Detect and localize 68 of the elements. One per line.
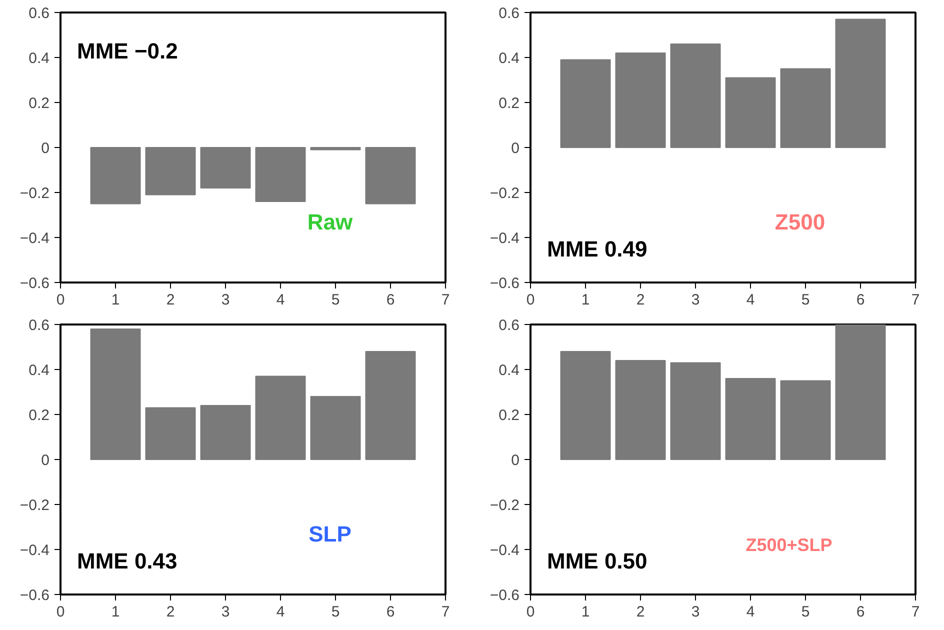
y-tick-label: 0 (41, 140, 50, 157)
y-tick-label: −0.6 (20, 587, 50, 604)
x-tick-label: 5 (801, 604, 810, 620)
y-tick-label: 0.2 (498, 407, 520, 424)
x-tick-label: 5 (801, 292, 810, 308)
annotation: MME −0.2 (77, 38, 178, 64)
x-tick-label: 7 (911, 604, 920, 620)
x-tick-label: 0 (526, 604, 535, 620)
y-tick-label: 0.6 (498, 5, 520, 22)
x-tick-label: 5 (331, 292, 340, 308)
y-tick-label: 0 (41, 452, 50, 469)
y-tick-label: 0.4 (498, 362, 520, 379)
x-tick-label: 2 (636, 604, 645, 620)
x-tick-label: 0 (56, 604, 65, 620)
x-tick-label: 2 (166, 604, 175, 620)
y-tick-label: −0.2 (490, 185, 520, 202)
y-tick-label: 0.6 (498, 317, 520, 334)
y-tick-label: −0.2 (490, 497, 520, 514)
annotation: Z500+SLP (746, 535, 832, 555)
x-tick-label: 6 (856, 292, 865, 308)
x-tick-label: 5 (331, 604, 340, 620)
x-tick-label: 7 (911, 292, 920, 308)
annotation: MME 0.43 (77, 548, 178, 574)
x-tick-label: 0 (526, 292, 535, 308)
y-tick-label: 0.2 (28, 407, 50, 424)
annotation: Z500 (774, 209, 826, 234)
y-tick-label: 0.4 (28, 50, 50, 67)
y-tick-label: 0 (511, 140, 520, 157)
annotation: Raw (307, 209, 354, 234)
annotation: MME 0.49 (547, 236, 648, 262)
y-tick-label: −0.2 (20, 497, 50, 514)
y-tick-label: 0.2 (498, 95, 520, 112)
x-tick-label: 6 (856, 604, 865, 620)
y-tick-label: 0.4 (498, 50, 520, 67)
annotation: MME 0.50 (547, 548, 648, 574)
y-tick-label: −0.4 (490, 542, 520, 559)
annotation: SLP (308, 521, 352, 546)
x-tick-label: 3 (691, 292, 700, 308)
x-tick-label: 1 (581, 292, 590, 308)
y-tick-label: 0.4 (28, 362, 50, 379)
y-tick-label: −0.6 (490, 275, 520, 292)
x-tick-label: 3 (691, 604, 700, 620)
x-tick-label: 1 (111, 604, 120, 620)
x-tick-label: 2 (636, 292, 645, 308)
x-tick-label: 7 (441, 604, 450, 620)
x-tick-label: 0 (56, 292, 65, 308)
y-tick-label: 0 (511, 452, 520, 469)
x-tick-label: 3 (221, 604, 230, 620)
x-tick-label: 4 (276, 292, 285, 308)
x-tick-label: 4 (276, 604, 285, 620)
x-tick-label: 6 (386, 292, 395, 308)
y-tick-label: −0.6 (20, 275, 50, 292)
x-tick-label: 3 (221, 292, 230, 308)
y-tick-label: −0.2 (20, 185, 50, 202)
y-tick-label: 0.2 (28, 95, 50, 112)
x-tick-label: 2 (166, 292, 175, 308)
x-tick-label: 7 (441, 292, 450, 308)
x-tick-label: 1 (111, 292, 120, 308)
x-tick-label: 6 (386, 604, 395, 620)
y-tick-label: 0.6 (28, 5, 50, 22)
y-tick-label: −0.4 (20, 230, 50, 247)
x-tick-label: 4 (746, 604, 755, 620)
y-tick-label: 0.6 (28, 317, 50, 334)
x-tick-label: 4 (746, 292, 755, 308)
y-tick-label: −0.6 (490, 587, 520, 604)
y-tick-label: −0.4 (20, 542, 50, 559)
x-tick-label: 1 (581, 604, 590, 620)
y-tick-label: −0.4 (490, 230, 520, 247)
